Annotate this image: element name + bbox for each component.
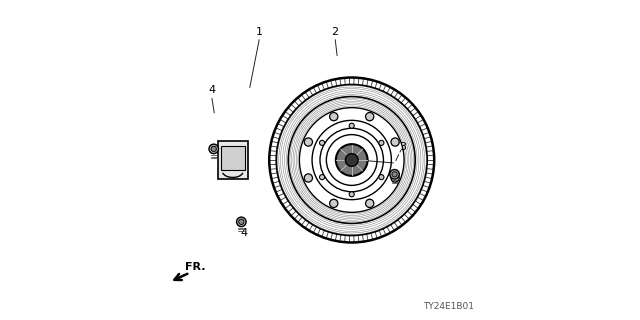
Circle shape [365,199,374,207]
Text: TY24E1B01: TY24E1B01 [423,302,474,311]
Circle shape [391,174,399,182]
Circle shape [336,144,367,176]
Circle shape [237,217,246,227]
Circle shape [304,138,312,146]
Circle shape [390,170,399,179]
Circle shape [379,175,384,180]
Bar [221,146,244,170]
Circle shape [379,140,384,145]
Text: 4: 4 [240,228,248,238]
Text: 3: 3 [399,142,406,152]
Text: 1: 1 [256,27,263,36]
Circle shape [209,144,218,154]
Circle shape [349,123,355,128]
Text: 2: 2 [332,27,339,36]
Circle shape [392,172,397,177]
Circle shape [239,219,244,224]
Circle shape [346,154,358,166]
Circle shape [330,199,338,207]
Text: 4: 4 [208,85,215,95]
Circle shape [349,192,355,197]
Circle shape [211,146,216,151]
Circle shape [365,113,374,121]
Circle shape [330,113,338,121]
Circle shape [304,174,312,182]
Circle shape [319,175,324,180]
Text: FR.: FR. [185,262,205,272]
Circle shape [391,138,399,146]
Circle shape [319,140,324,145]
Bar [218,141,248,179]
